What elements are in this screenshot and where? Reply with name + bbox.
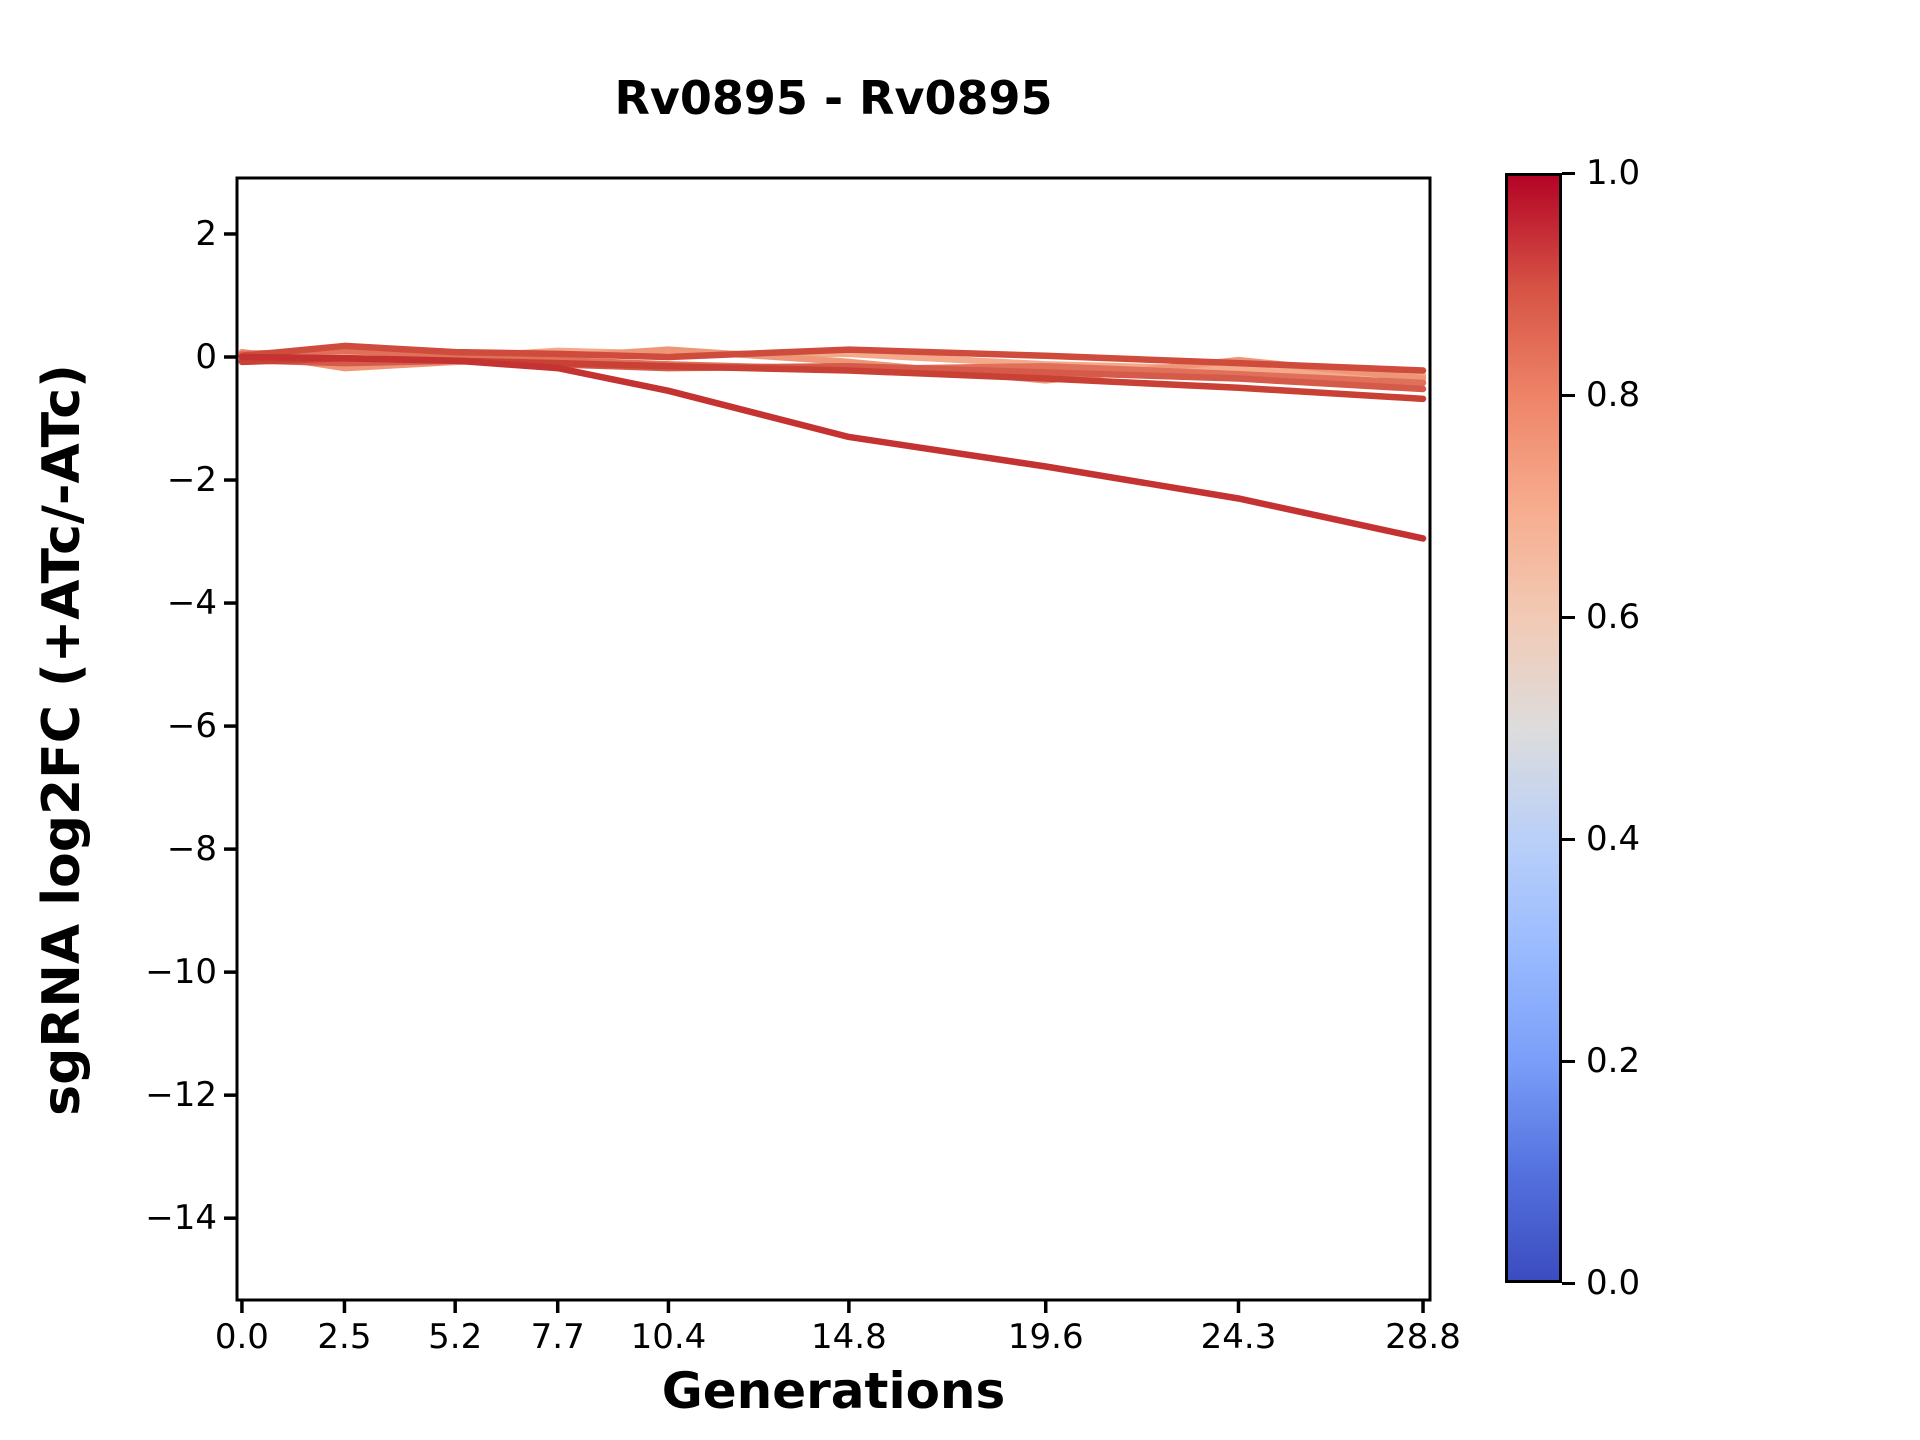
x-tick-label: 24.3 [1200, 1317, 1277, 1357]
series-line-line-1 [238, 353, 1427, 542]
y-tick-label: −8 [166, 829, 217, 870]
colorbar-tick-label: 0.4 [1586, 819, 1641, 859]
colorbar-tick-mark [1562, 837, 1575, 841]
colorbar-tick-mark [1562, 171, 1575, 175]
y-tick-label: −6 [166, 706, 217, 747]
colorbar-tick-mark [1562, 393, 1575, 397]
series-line-line-6 [238, 346, 1427, 384]
series-lines [238, 342, 1427, 542]
x-tick-label: 10.4 [630, 1317, 707, 1357]
colorbar-tick-label: 0.2 [1586, 1041, 1641, 1081]
colorbar-tick-mark [1562, 615, 1575, 619]
y-tick-label: −2 [166, 460, 217, 501]
x-tick-label: 7.7 [530, 1317, 585, 1357]
x-tick-label: 14.8 [811, 1317, 887, 1357]
x-axis-label: Generations [661, 1362, 1006, 1420]
y-tick-label: −4 [166, 583, 217, 624]
x-tick-label: 0.0 [214, 1317, 269, 1357]
y-tick-label: −10 [145, 952, 217, 993]
x-tick-label: 19.6 [1007, 1317, 1084, 1357]
colorbar-tick-mark [1562, 1059, 1575, 1063]
colorbar-tick-label: 0.0 [1586, 1263, 1641, 1303]
x-tick-label: 28.8 [1385, 1317, 1461, 1357]
x-tick-label: 2.5 [317, 1317, 372, 1357]
colorbar [1505, 173, 1562, 1283]
colorbar-tick-label: 1.0 [1586, 153, 1641, 193]
y-tick-label: 0 [195, 337, 217, 377]
axis-tick-marks [224, 232, 1425, 1313]
y-tick-label: 2 [195, 213, 217, 254]
plot-border [235, 176, 1432, 1302]
y-tick-label: −14 [145, 1198, 217, 1239]
colorbar-tick-label: 0.6 [1586, 597, 1641, 637]
chart-title: Rv0895 - Rv0895 [614, 71, 1053, 125]
series-line-line-3 [238, 342, 1427, 374]
x-tick-label: 5.2 [428, 1317, 483, 1357]
colorbar-tick-mark [1562, 1281, 1575, 1285]
y-tick-label: −12 [145, 1075, 217, 1116]
colorbar-tick-label: 0.8 [1586, 375, 1641, 415]
y-axis-label: sgRNA log2FC (+ATc/-ATc) [32, 364, 92, 1116]
